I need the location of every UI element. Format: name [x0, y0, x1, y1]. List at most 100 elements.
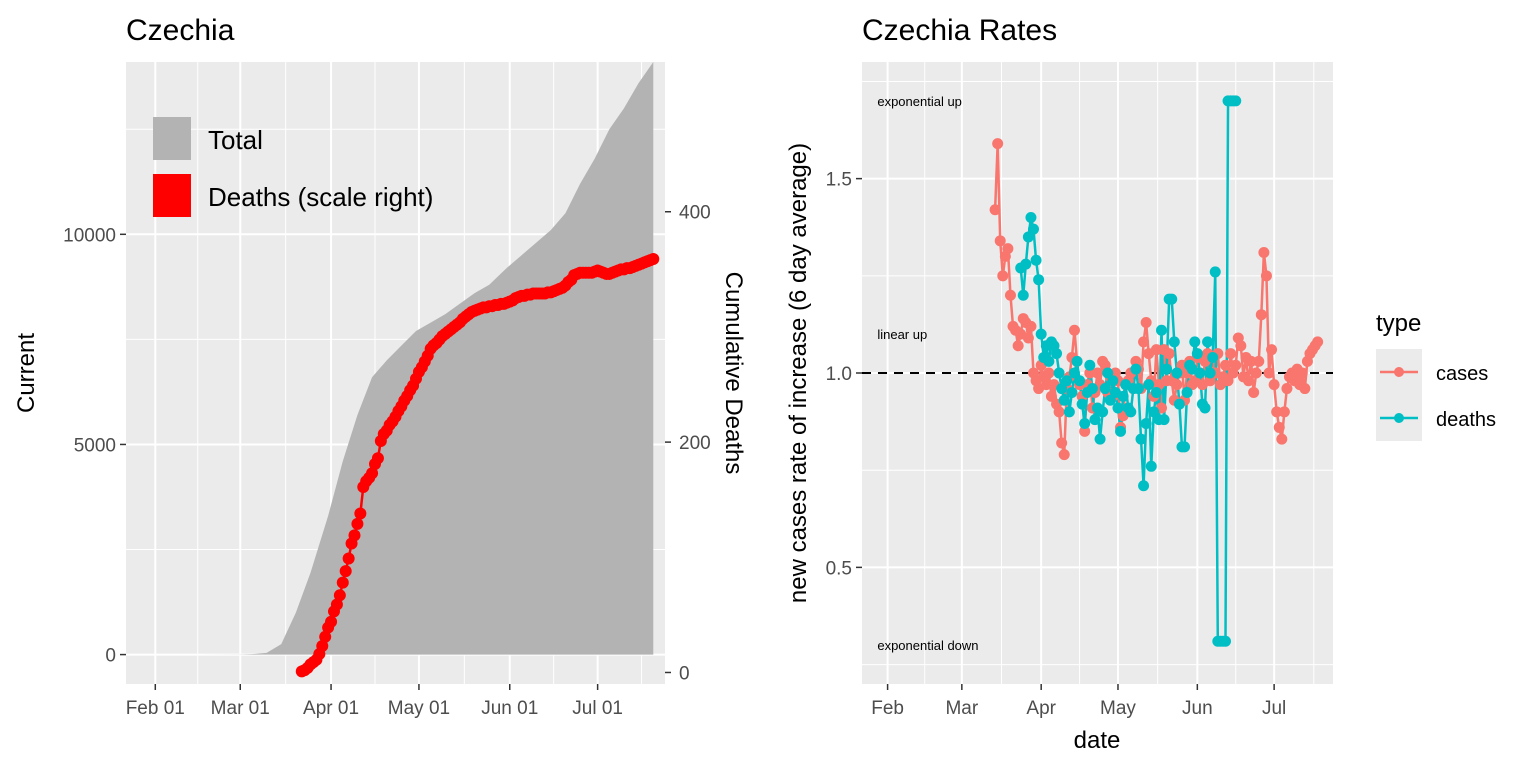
y-tick-label: 0.5	[826, 558, 852, 579]
x-tick-label: Jun	[1182, 698, 1213, 719]
deaths-rate-point	[1145, 460, 1157, 472]
deaths-point	[330, 598, 343, 611]
left-y-axis: 0 5000 10000	[63, 225, 126, 667]
deaths-points	[295, 252, 660, 678]
deaths-rate-point	[1125, 406, 1137, 418]
deaths-rate-point	[1061, 375, 1073, 387]
cases-point	[1276, 433, 1288, 445]
cases-point	[1004, 289, 1016, 301]
cases-point	[1296, 367, 1308, 379]
deaths-rate-point	[1079, 418, 1091, 430]
cases-point	[1255, 309, 1267, 321]
deaths-rate-point	[1158, 414, 1170, 426]
x-tick-label: Apr	[1026, 698, 1056, 719]
deaths-rate-point	[1161, 363, 1173, 375]
left-secondary-y-axis: 0 200 400	[665, 203, 711, 684]
deaths-rate-point	[1107, 375, 1119, 387]
cases-point	[1263, 367, 1275, 379]
cases-point	[1273, 421, 1285, 433]
x-tick-label: Mar 01	[211, 698, 270, 719]
deaths-rate-point	[1117, 390, 1129, 402]
deaths-rate-point	[1230, 95, 1242, 107]
y2-tick-label: 200	[679, 433, 711, 454]
cases-point	[1045, 390, 1057, 402]
deaths-rate-point	[1071, 355, 1083, 367]
right-x-axis-title: date	[1074, 727, 1121, 754]
deaths-rate-point	[1022, 231, 1034, 243]
left-panel: Czechia 0 5000 10000 0 200 400 Feb 01 Mar 01 A…	[13, 14, 747, 719]
cases-point	[1053, 406, 1065, 418]
legend-label-total: Total	[208, 125, 263, 155]
left-secondary-y-axis-title: Cumulative Deaths	[720, 272, 747, 475]
cases-point	[1140, 316, 1152, 328]
deaths-rate-point	[1033, 274, 1045, 286]
cases-point	[1022, 332, 1034, 344]
deaths-point	[351, 517, 364, 530]
cases-point	[1222, 375, 1234, 387]
right-x-axis: Feb Mar Apr May Jun Jul	[871, 684, 1286, 719]
x-tick-label: Apr 01	[303, 698, 359, 719]
cases-point	[1230, 359, 1242, 371]
deaths-rate-point	[1155, 324, 1167, 336]
deaths-rate-point	[1191, 348, 1203, 360]
legend-key-total	[153, 117, 191, 160]
cases-point	[1278, 406, 1290, 418]
deaths-rate-point	[1056, 383, 1068, 395]
deaths-rate-point	[1189, 336, 1201, 348]
right-chart-title: Czechia Rates	[862, 14, 1057, 47]
deaths-rate-point	[1086, 383, 1098, 395]
deaths-rate-point	[1148, 406, 1160, 418]
deaths-rate-point	[1115, 425, 1127, 437]
cases-point	[1138, 336, 1150, 348]
y-tick-label: 0	[105, 646, 116, 667]
deaths-rate-point	[1097, 406, 1109, 418]
deaths-rate-point	[1017, 289, 1029, 301]
total-area	[126, 62, 654, 655]
deaths-rate-point	[1140, 418, 1152, 430]
x-tick-label: Feb	[871, 698, 904, 719]
cases-point	[1150, 344, 1162, 356]
right-y-axis-title: new cases rate of increase (6 day averag…	[785, 143, 812, 603]
y-tick-label: 1.0	[826, 364, 852, 385]
cases-point	[1250, 367, 1262, 379]
deaths-rate-point	[1063, 406, 1075, 418]
cases-point	[1245, 355, 1257, 367]
cases-point	[1260, 270, 1272, 282]
cases-point	[1025, 320, 1037, 332]
right-legend: type cases deaths	[1376, 310, 1496, 441]
left-x-axis: Feb 01 Mar 01 Apr 01 May 01 Jun 01 Jul 01	[126, 684, 623, 719]
cases-point	[1258, 246, 1270, 258]
deaths-rate-point	[1173, 398, 1185, 410]
deaths-rate-point	[1135, 433, 1147, 445]
left-legend: Total Deaths (scale right)	[153, 117, 433, 217]
y2-tick-label: 0	[679, 663, 690, 684]
deaths-rate-point	[1030, 254, 1042, 266]
x-tick-label: Feb 01	[126, 698, 185, 719]
deaths-rate-point	[1138, 480, 1150, 492]
deaths-rate-point	[1102, 367, 1114, 379]
deaths-rate-point	[1166, 293, 1178, 305]
cases-point	[1092, 367, 1103, 379]
deaths-rate-point	[1066, 386, 1078, 398]
left-chart-title: Czechia	[126, 14, 235, 47]
cases-point	[1163, 348, 1175, 360]
cases-point	[1012, 340, 1024, 352]
cases-point	[994, 235, 1006, 247]
deaths-rate-point	[1179, 441, 1191, 453]
cases-point	[1243, 375, 1255, 387]
deaths-point	[336, 576, 349, 589]
deaths-point	[354, 507, 367, 520]
deaths-rate-point	[1051, 348, 1063, 360]
cases-point	[1266, 344, 1278, 356]
deaths-rate-point	[1171, 367, 1183, 379]
annotation-label: exponential up	[877, 94, 962, 109]
deaths-rate-point	[1181, 386, 1193, 398]
right-gridlines	[848, 62, 1333, 684]
deaths-rate-point	[1150, 386, 1162, 398]
y-tick-label: 1.5	[826, 170, 852, 191]
cases-point	[1299, 383, 1311, 395]
legend-title: type	[1376, 310, 1421, 337]
y2-tick-label: 400	[679, 203, 711, 224]
